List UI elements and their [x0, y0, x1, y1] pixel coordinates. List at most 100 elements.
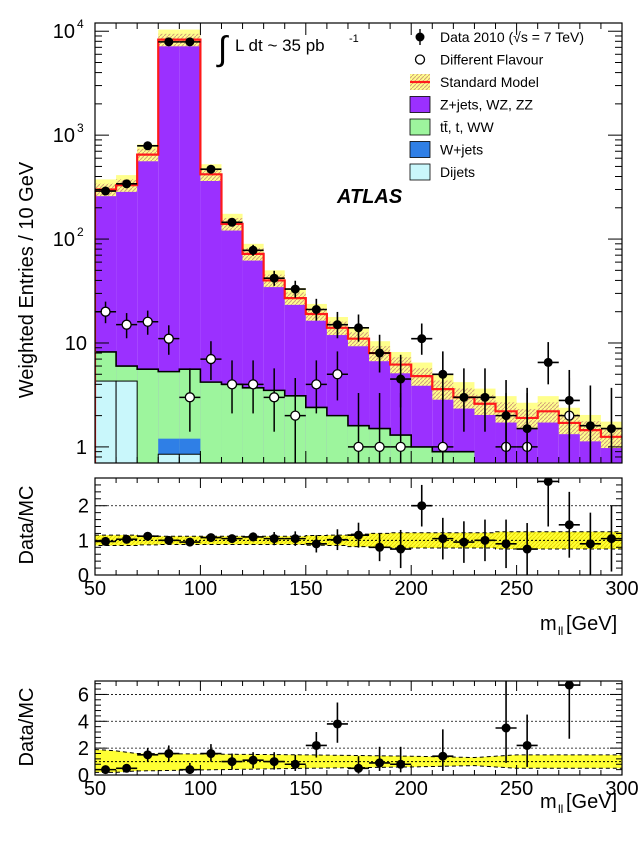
different-flavour-point [228, 380, 237, 389]
different-flavour-point [206, 355, 215, 364]
different-flavour-point [101, 307, 110, 316]
ratio-data-point [164, 536, 173, 545]
ratio-data-point [565, 681, 574, 690]
ttbar-bar [411, 447, 432, 463]
different-flavour-point [375, 442, 384, 451]
different-flavour-point [164, 334, 173, 343]
data-point [417, 334, 426, 343]
ratio2-x-label-m: m [540, 791, 557, 813]
legend-label-dijets: Dijets [440, 164, 475, 180]
data-point [459, 393, 468, 402]
ratio2-x-axis-label: m ll [GeV] [540, 791, 617, 816]
main-y-tick-label: 10 [53, 229, 75, 251]
data-point [101, 187, 110, 196]
sm-uncertainty-hatch [538, 402, 559, 422]
legend-label-zjets: Z+jets, WZ, ZZ [440, 97, 533, 113]
data-point [586, 421, 595, 430]
luminosity-label: ∫ L dt ~ 35 pb -1 [216, 30, 359, 68]
ratio-y-tick-label: 2 [78, 496, 89, 518]
data-point [270, 274, 279, 283]
ratio-data-point [270, 757, 279, 766]
ratio-data-point [354, 764, 363, 773]
ratio-data-point [375, 758, 384, 767]
different-flavour-point [185, 393, 194, 402]
legend-label-df: Different Flavour [440, 52, 544, 68]
different-flavour-point [354, 442, 363, 451]
ttbar-bar [306, 407, 327, 463]
ratio-x-tick-label: 200 [395, 778, 428, 800]
dijets-bar [95, 381, 116, 463]
ratio-x-tick-label: 250 [500, 778, 533, 800]
data-point [291, 285, 300, 294]
ratio-data-point [206, 533, 215, 542]
data-point [164, 37, 173, 46]
ratio-data-point [249, 756, 258, 765]
dijets-bar [158, 454, 179, 463]
ratio-data-point [270, 534, 279, 543]
ratio2-x-label-sub: ll [558, 802, 563, 816]
ratio-data-point [206, 749, 215, 758]
different-flavour-point [122, 320, 131, 329]
data-point [523, 424, 532, 433]
ratio-y-tick-label: 2 [78, 738, 89, 760]
ratio-data-point [333, 535, 342, 544]
ratio-data-point [565, 520, 574, 529]
ratio-x-tick-label: 150 [289, 778, 322, 800]
ratio-x-tick-label: 50 [84, 578, 106, 600]
ratio-x-tick-label: 100 [184, 578, 217, 600]
ratio-data-point [396, 760, 405, 769]
ratio-data-point [143, 532, 152, 541]
ratio-plot-area [95, 631, 622, 774]
data-point [375, 349, 384, 358]
ratio-data-point [586, 539, 595, 548]
ratio-y-tick-label: 1 [78, 530, 89, 552]
ratio-data-point [101, 537, 110, 546]
data-point [480, 393, 489, 402]
data-point [206, 165, 215, 174]
legend-swatch-dijets [410, 164, 430, 180]
different-flavour-point [312, 380, 321, 389]
main-y-tick-exponent: 3 [77, 121, 84, 135]
legend-marker-different-flavour [416, 55, 425, 64]
ttbar-bar [327, 416, 348, 463]
legend-swatch-ttbar [410, 119, 430, 135]
ratio-y-tick-label: 6 [78, 684, 89, 706]
ratio-data-point [354, 531, 363, 540]
different-flavour-point [438, 442, 447, 451]
ratio-data-point [228, 757, 237, 766]
ratio-data-point [185, 765, 194, 774]
wjets-bar [158, 439, 179, 455]
ratio-data-point [291, 760, 300, 769]
ratio-data-point [101, 765, 110, 774]
ratio-data-point [417, 501, 426, 510]
data-point [122, 179, 131, 188]
ratio-x-tick-label: 300 [605, 578, 638, 600]
data-point [502, 411, 511, 420]
main-y-tick-label: 10 [65, 333, 87, 355]
ratio-data-point [143, 750, 152, 759]
data-point [607, 424, 616, 433]
data-point [312, 305, 321, 314]
zjets-bar [538, 423, 559, 463]
dijets-bar [116, 381, 137, 463]
different-flavour-point [143, 317, 152, 326]
different-flavour-point [333, 370, 342, 379]
ratio-data-point [480, 536, 489, 545]
ratio-x-tick-label: 50 [84, 778, 106, 800]
ratio-data-point [459, 538, 468, 547]
ratio-y-tick-label: 4 [78, 711, 89, 733]
ratio-data-point [122, 764, 131, 773]
legend-label-ttbar: tt̄, t, WW [440, 119, 494, 135]
ratio-x-tick-label: 250 [500, 578, 533, 600]
different-flavour-point [270, 393, 279, 402]
ratio1-x-label-m: m [540, 613, 557, 635]
ratio1-x-label-unit: [GeV] [566, 613, 617, 635]
ttbar-bar [453, 452, 474, 463]
ratio-data-point [502, 724, 511, 733]
ratio-data-point [312, 539, 321, 548]
data-point [333, 320, 342, 329]
ratio-data-point [438, 752, 447, 761]
